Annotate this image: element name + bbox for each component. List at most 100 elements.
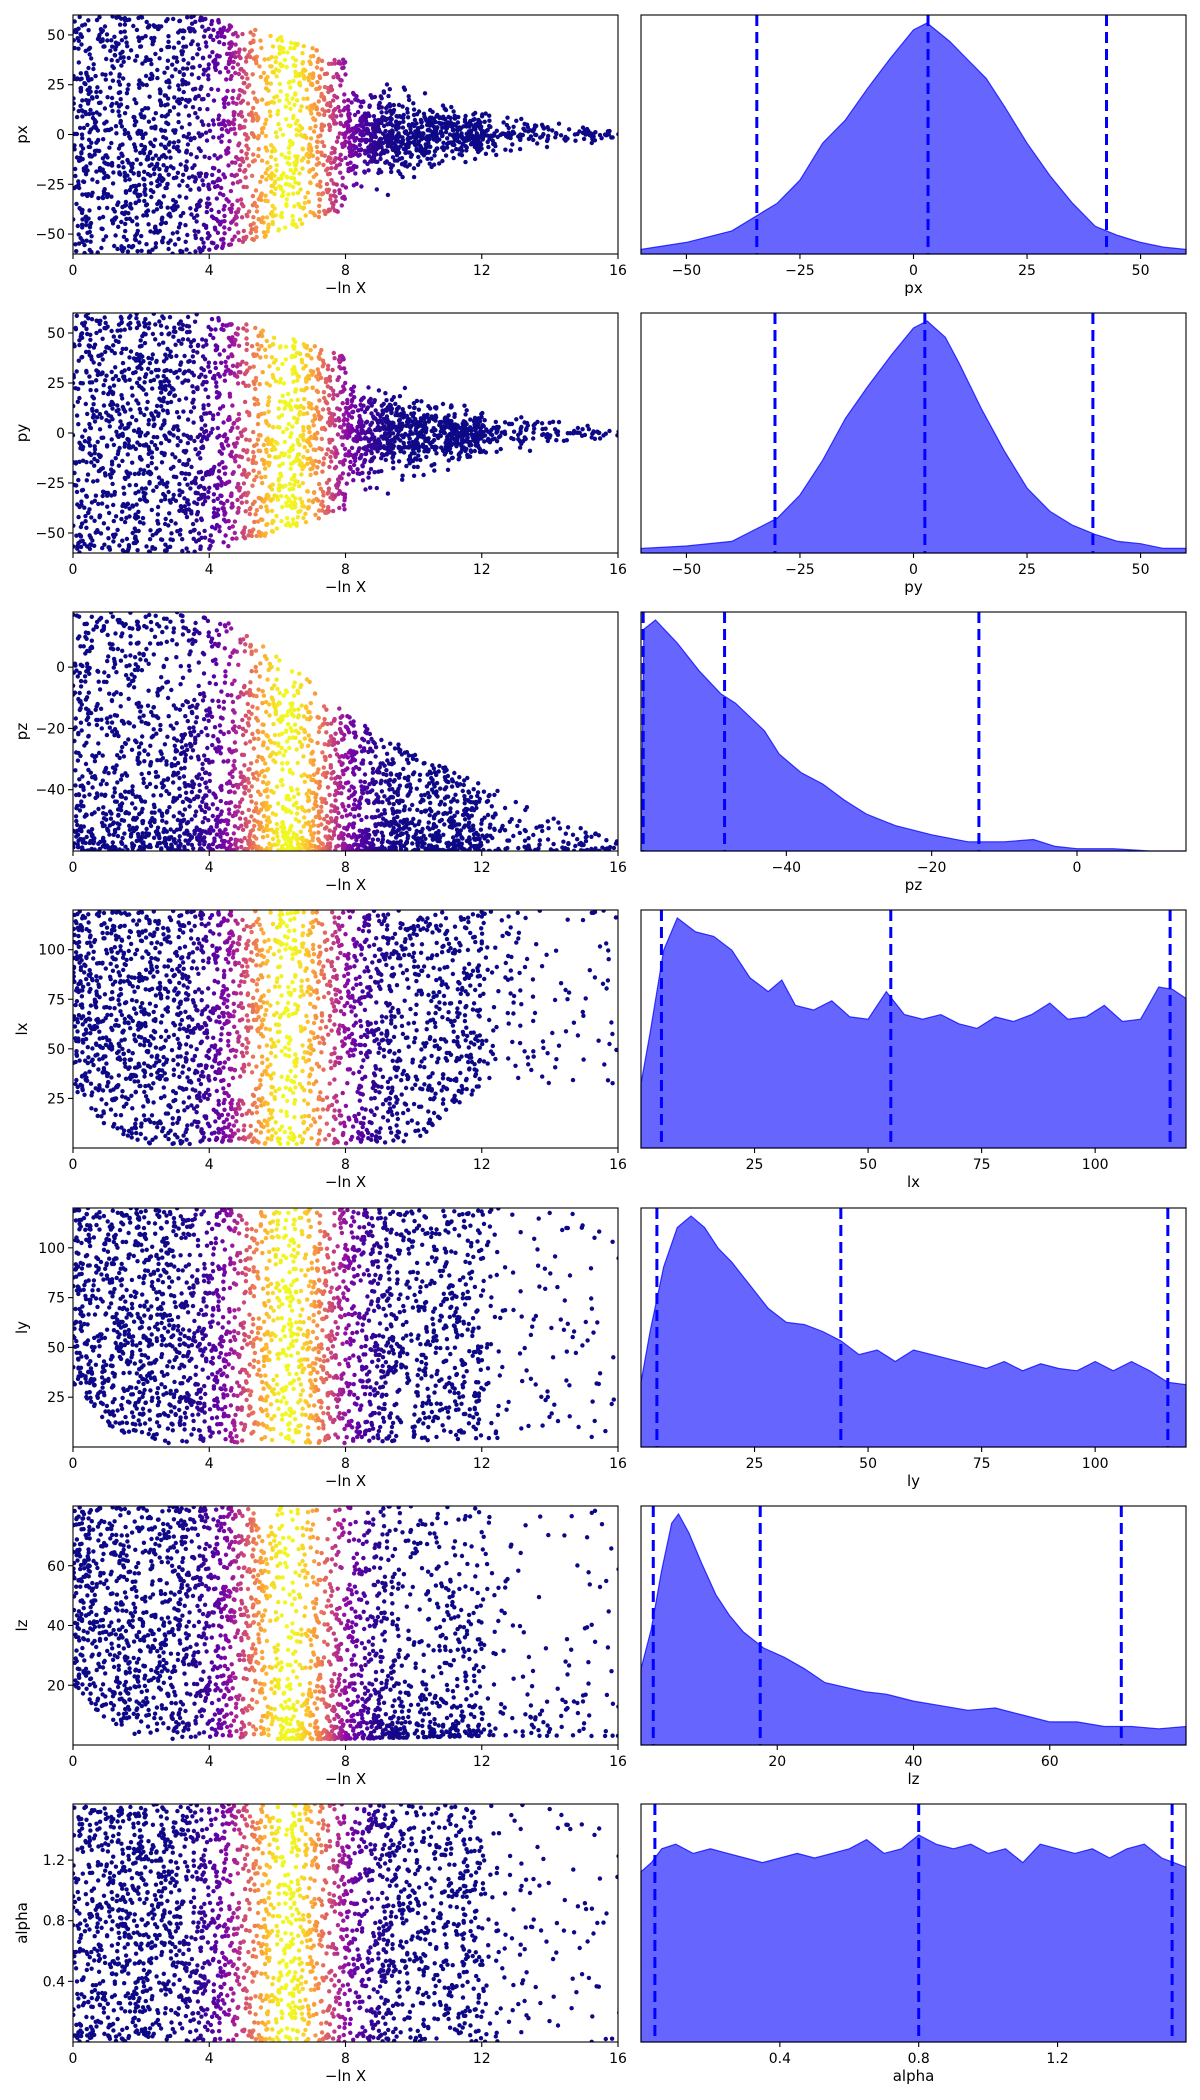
sample-point <box>332 423 337 428</box>
sample-point <box>314 139 320 144</box>
sample-point <box>491 148 496 153</box>
sample-point <box>132 118 138 124</box>
sample-point <box>177 87 182 92</box>
x-tick-label: 50 <box>1132 263 1150 279</box>
sample-point <box>219 479 224 485</box>
sample-point <box>297 442 302 448</box>
sample-point <box>179 341 184 346</box>
sample-point <box>247 507 252 512</box>
sample-point <box>306 199 312 204</box>
sample-point <box>171 55 177 60</box>
sample-point <box>94 330 99 336</box>
sample-point <box>370 126 376 132</box>
sample-point <box>544 138 550 144</box>
sample-point <box>313 124 318 129</box>
sample-point <box>73 38 76 43</box>
sample-point <box>244 370 249 375</box>
sample-point <box>278 494 284 499</box>
sample-point <box>103 378 108 383</box>
sample-point <box>73 523 76 528</box>
sample-point <box>459 145 464 150</box>
sample-point <box>243 59 249 64</box>
sample-point <box>325 447 331 452</box>
sample-point <box>265 199 270 204</box>
sample-point <box>80 114 85 119</box>
sample-point <box>239 114 245 119</box>
sample-point <box>263 170 268 176</box>
sample-point <box>188 206 193 211</box>
sample-point <box>145 399 150 405</box>
sample-point <box>386 447 391 452</box>
sample-point <box>168 368 173 374</box>
sample-point <box>607 428 612 434</box>
y-axis-label: px <box>13 125 31 144</box>
sample-point <box>244 151 249 157</box>
sample-point <box>510 129 516 134</box>
sample-point <box>116 104 122 109</box>
sample-point <box>222 471 228 476</box>
sample-point <box>337 474 343 479</box>
sample-point <box>267 497 273 502</box>
sample-point <box>287 138 293 144</box>
sample-point <box>191 15 196 19</box>
sample-point <box>137 38 142 44</box>
sample-point <box>193 94 199 100</box>
sample-point <box>203 16 208 22</box>
sample-point <box>136 401 141 406</box>
sample-point <box>165 480 170 485</box>
sample-point <box>124 91 130 96</box>
sample-point <box>131 114 136 120</box>
sample-point <box>264 449 269 455</box>
sample-point <box>326 505 331 510</box>
sample-point <box>201 403 206 408</box>
sample-point <box>233 131 238 136</box>
sample-point <box>272 180 277 186</box>
sample-point <box>233 160 238 165</box>
sample-point <box>266 463 272 468</box>
sample-point <box>315 149 320 155</box>
sample-point <box>217 406 223 411</box>
sample-point <box>375 140 381 146</box>
sample-point <box>544 144 550 150</box>
sample-point <box>296 201 301 207</box>
sample-point <box>257 64 262 69</box>
sample-point <box>352 138 357 143</box>
sample-point <box>266 409 271 414</box>
sample-point <box>194 219 199 224</box>
sample-point <box>284 117 289 122</box>
sample-point <box>336 375 342 380</box>
sample-point <box>376 145 382 150</box>
sample-point <box>292 339 298 345</box>
sample-point <box>117 22 123 27</box>
sample-point <box>206 360 211 365</box>
sample-point <box>434 132 439 137</box>
sample-point <box>387 116 393 121</box>
sample-point <box>93 73 98 79</box>
sample-point <box>149 36 154 41</box>
sample-point <box>97 112 102 117</box>
sample-point <box>182 476 188 482</box>
sample-point <box>489 432 495 438</box>
sample-point <box>177 508 182 513</box>
sample-point <box>540 124 546 129</box>
sample-point <box>165 181 170 187</box>
sample-point <box>84 460 89 465</box>
sample-point <box>122 519 128 525</box>
sample-point <box>74 249 79 254</box>
sample-point <box>89 515 94 520</box>
sample-point <box>238 125 244 130</box>
sample-point <box>391 102 396 108</box>
sample-point <box>235 425 240 430</box>
sample-point <box>202 535 208 540</box>
sample-point <box>297 217 303 222</box>
sample-point <box>422 420 428 425</box>
sample-point <box>143 106 148 111</box>
sample-point <box>293 180 298 185</box>
sample-point <box>163 542 168 547</box>
sample-point <box>452 116 458 121</box>
sample-point <box>302 397 307 402</box>
sample-point <box>174 410 180 415</box>
sample-point <box>241 159 246 164</box>
sample-point <box>171 175 177 181</box>
